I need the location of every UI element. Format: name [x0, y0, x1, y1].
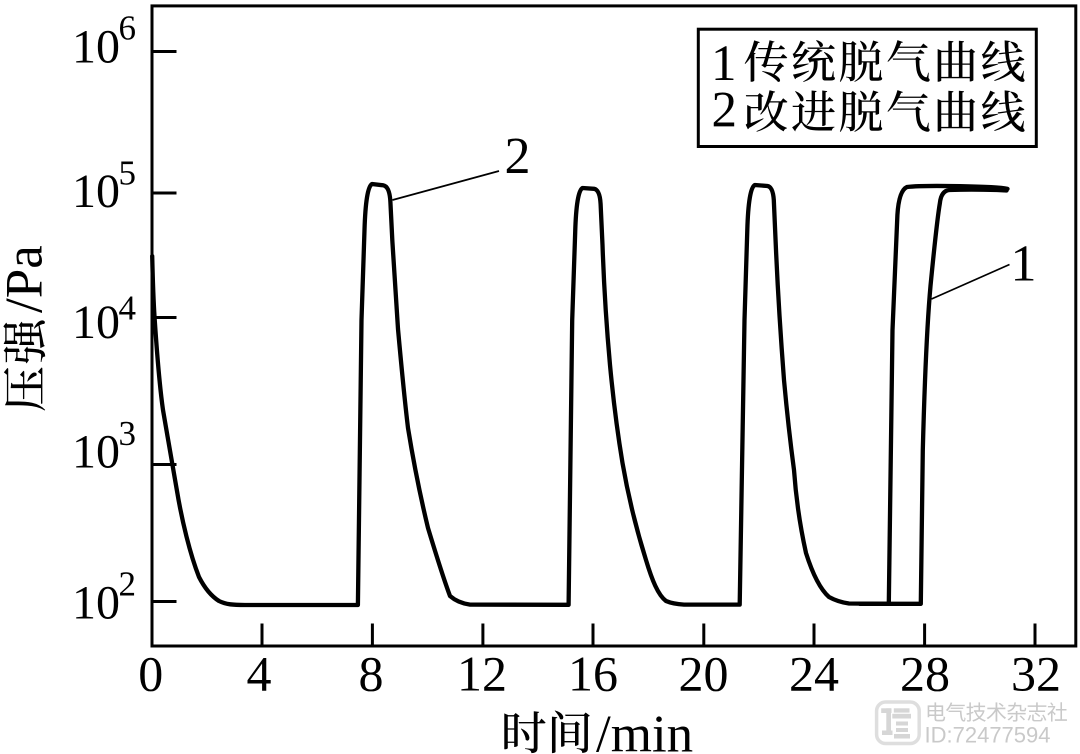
- svg-text:16: 16: [568, 646, 618, 702]
- svg-text:1: 1: [711, 36, 737, 92]
- svg-text:10: 10: [72, 296, 120, 349]
- svg-text:10: 10: [72, 21, 120, 74]
- svg-text:/min: /min: [596, 706, 693, 754]
- svg-text:1: 1: [1011, 235, 1037, 292]
- svg-text:24: 24: [789, 646, 839, 702]
- svg-text:5: 5: [119, 153, 137, 192]
- svg-text:12: 12: [457, 646, 507, 702]
- svg-text:ID:72477594: ID:72477594: [925, 723, 1051, 748]
- svg-text:2: 2: [119, 565, 137, 604]
- svg-text:4: 4: [119, 288, 137, 327]
- svg-text:4: 4: [247, 646, 272, 702]
- svg-text:10: 10: [72, 165, 120, 218]
- svg-text:8: 8: [359, 646, 384, 702]
- svg-text:2: 2: [505, 128, 531, 185]
- svg-text:32: 32: [1011, 646, 1061, 702]
- svg-text:10: 10: [72, 576, 120, 629]
- svg-text:28: 28: [900, 646, 950, 702]
- svg-text:2: 2: [712, 83, 738, 139]
- svg-text:6: 6: [119, 9, 137, 48]
- svg-text:3: 3: [119, 414, 137, 453]
- svg-text:10: 10: [72, 426, 120, 479]
- svg-text:20: 20: [679, 646, 729, 702]
- svg-text:0: 0: [138, 646, 163, 702]
- svg-text:/Pa: /Pa: [0, 245, 54, 313]
